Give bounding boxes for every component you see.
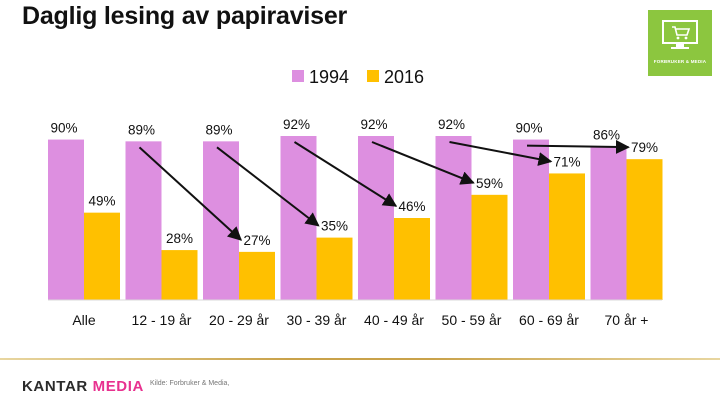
bar-1994-0: [48, 139, 84, 300]
badge-label: FORBRUKER & MEDIA: [653, 59, 707, 64]
data-label-2016: 27%: [243, 233, 270, 248]
cohort-arrow: [293, 141, 398, 207]
x-tick-label: 20 - 29 år: [209, 312, 269, 328]
bar-2016-6: [549, 173, 585, 300]
data-label-1994: 89%: [205, 122, 232, 137]
monitor-cart-icon: [662, 20, 698, 49]
source-note: Kilde: Forbruker & Media,: [150, 380, 230, 387]
legend-label-2016: 2016: [384, 67, 424, 87]
bar-2016-4: [394, 218, 430, 300]
logo-media: MEDIA: [92, 378, 144, 395]
data-label-2016: 79%: [631, 140, 658, 155]
logo-kantar: KANTAR: [22, 378, 88, 395]
cohort-arrow: [371, 141, 475, 185]
cohort-arrow: [526, 139, 630, 154]
forbruker-media-badge: FORBRUKER & MEDIA: [648, 10, 712, 76]
bar-1994-5: [435, 136, 472, 300]
x-tick-label: 60 - 69 år: [519, 312, 579, 328]
x-tick-label: 30 - 39 år: [287, 312, 347, 328]
legend-label-1994: 1994: [309, 67, 349, 87]
bar-2016-7: [626, 159, 663, 300]
x-tick-label: 40 - 49 år: [364, 312, 424, 328]
data-label-1994: 90%: [515, 121, 542, 136]
bar-2016-5: [471, 194, 508, 300]
bar-1994-3: [280, 136, 317, 300]
legend-swatch-1994: [292, 70, 304, 82]
bar-2016-2: [239, 251, 275, 300]
bar-2016-0: [84, 212, 120, 300]
bar-2016-1: [161, 250, 198, 300]
x-tick-label: 12 - 19 år: [132, 312, 192, 328]
data-label-1994: 92%: [438, 117, 465, 132]
data-label-2016: 49%: [88, 194, 115, 209]
data-label-1994: 92%: [283, 117, 310, 132]
data-label-2016: 35%: [321, 219, 348, 234]
data-label-1994: 92%: [360, 117, 387, 132]
data-label-2016: 28%: [166, 231, 193, 246]
legend: 1994 2016: [292, 67, 424, 87]
bar-2016-3: [316, 237, 353, 300]
legend-swatch-2016: [367, 70, 379, 82]
kantar-media-logo: KANTAR MEDIA: [22, 378, 144, 395]
cohort-arrow: [449, 141, 553, 166]
bar-1994-6: [513, 139, 549, 300]
bar-1994-1: [125, 141, 162, 300]
x-tick-label: 50 - 59 år: [442, 312, 502, 328]
page-title: Daglig lesing av papiraviser: [22, 2, 348, 30]
x-tick-label: Alle: [72, 312, 96, 328]
x-tick-label: 70 år +: [605, 312, 649, 328]
data-label-2016: 59%: [476, 176, 503, 191]
cohort-arrow: [138, 146, 243, 241]
footer-divider: [0, 358, 720, 360]
data-label-2016: 71%: [553, 154, 580, 169]
data-label-1994: 89%: [128, 122, 155, 137]
data-label-2016: 46%: [398, 199, 425, 214]
bar-1994-7: [590, 146, 627, 300]
cohort-arrow: [216, 146, 320, 227]
bar-1994-4: [358, 136, 394, 300]
data-label-1994: 90%: [50, 121, 77, 136]
data-label-1994: 86%: [593, 128, 620, 143]
